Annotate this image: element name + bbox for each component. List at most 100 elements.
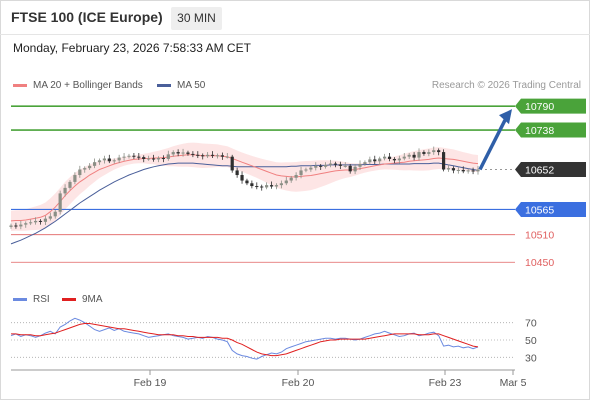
- legend-rsi: RSI: [13, 294, 50, 305]
- candle-body: [161, 158, 165, 160]
- candle-body: [201, 155, 205, 157]
- level-tag-10565: [515, 201, 586, 217]
- candle-body: [206, 154, 210, 157]
- candle-body: [220, 155, 224, 157]
- candle-body: [422, 152, 426, 154]
- chart-title: FTSE 100 (ICE Europe): [11, 9, 163, 25]
- ma9-label: 9MA: [82, 294, 103, 305]
- candle-body: [417, 152, 421, 158]
- ma20-line: [10, 154, 479, 222]
- rsi-swatch: [13, 298, 27, 301]
- rsi-tick-50: 50: [525, 335, 537, 347]
- candle-body: [378, 158, 382, 162]
- candle-body: [92, 162, 97, 166]
- level-label-10510: 10510: [525, 230, 554, 242]
- credit-text: Research © 2026 Trading Central: [431, 80, 581, 91]
- candle-body: [328, 163, 333, 165]
- rsi-label: RSI: [33, 294, 50, 305]
- candle-body: [215, 155, 220, 157]
- candle-body: [446, 168, 451, 170]
- candle-body: [265, 185, 269, 188]
- candle-body: [171, 152, 175, 155]
- level-label-10450: 10450: [525, 257, 554, 269]
- candle-body: [14, 225, 18, 227]
- candle-body: [451, 168, 456, 171]
- candle-body: [250, 183, 254, 187]
- ma9-swatch: [62, 298, 76, 301]
- x-tick-label: Feb 20: [282, 377, 315, 389]
- candle-body: [176, 152, 180, 154]
- candle-body: [186, 152, 190, 154]
- level-tag-10652: [515, 162, 586, 178]
- timeframe-badge[interactable]: 30 MIN: [171, 7, 222, 30]
- candle-body: [191, 153, 195, 155]
- candle-body: [33, 220, 38, 223]
- candle-body: [255, 186, 259, 188]
- candle-body: [122, 156, 126, 158]
- ma20-label: MA 20 + Bollinger Bands: [33, 80, 143, 91]
- candle-body: [196, 154, 200, 156]
- candle-body: [353, 166, 357, 172]
- level-label-10790: 10790: [525, 101, 554, 113]
- level-tag-10790: [515, 98, 586, 114]
- candle-body: [260, 186, 264, 188]
- ma50-line: [10, 162, 479, 245]
- rsi-tick-70: 70: [525, 318, 537, 330]
- candle-body: [112, 160, 116, 162]
- candle-body: [471, 170, 475, 172]
- candle-body: [363, 162, 367, 165]
- candle-body: [412, 154, 416, 158]
- candle-body: [294, 175, 298, 178]
- candle-body: [333, 163, 338, 165]
- candle-body: [348, 165, 352, 172]
- level-label-10565: 10565: [525, 204, 554, 216]
- candle-body: [304, 169, 308, 171]
- candle-body: [343, 165, 347, 167]
- candle-body: [38, 220, 43, 222]
- candle-body: [309, 167, 313, 170]
- rsi-line: [10, 317, 479, 360]
- candle-body: [53, 211, 57, 217]
- candle-body: [48, 216, 52, 219]
- candle-body: [78, 169, 82, 176]
- candle-body: [117, 157, 121, 161]
- candle-body: [24, 223, 28, 225]
- level-tag-10738: [515, 122, 586, 138]
- candle-body: [368, 159, 372, 163]
- candle-body: [387, 156, 392, 159]
- candle-body: [289, 177, 293, 181]
- ma50-label: MA 50: [177, 80, 206, 91]
- candle-body: [151, 158, 156, 160]
- candle-body: [83, 168, 87, 170]
- candle-body: [407, 154, 411, 157]
- candle-body: [432, 150, 436, 153]
- candle-body: [456, 169, 460, 171]
- forecast-arrow-shaft: [478, 117, 508, 171]
- ma20-swatch: [13, 84, 27, 87]
- candle-body: [63, 187, 67, 194]
- timestamp: Monday, February 23, 2026 7:58:33 AM CET: [13, 41, 251, 55]
- candle-body: [279, 183, 283, 186]
- candle-body: [240, 175, 244, 181]
- ma50-swatch: [157, 84, 171, 87]
- candle-body: [441, 152, 446, 170]
- candle-body: [383, 156, 387, 159]
- candle-body: [358, 164, 362, 167]
- candle-body: [461, 169, 465, 172]
- level-label-10738: 10738: [525, 125, 554, 137]
- candle-body: [9, 225, 13, 227]
- candle-body: [338, 164, 342, 166]
- candle-body: [397, 158, 401, 161]
- legend-ma9: 9MA: [62, 294, 103, 305]
- header-divider: [0, 34, 590, 35]
- candle-body: [142, 157, 146, 159]
- candle-body: [166, 154, 170, 159]
- candle-body: [284, 180, 288, 184]
- candle-body: [147, 158, 151, 160]
- candle-body: [324, 164, 328, 167]
- x-tick-label: Feb 19: [134, 377, 167, 389]
- candle-body: [43, 218, 48, 222]
- candle-body: [230, 156, 234, 171]
- candle-body: [427, 152, 431, 154]
- candle-body: [156, 158, 161, 160]
